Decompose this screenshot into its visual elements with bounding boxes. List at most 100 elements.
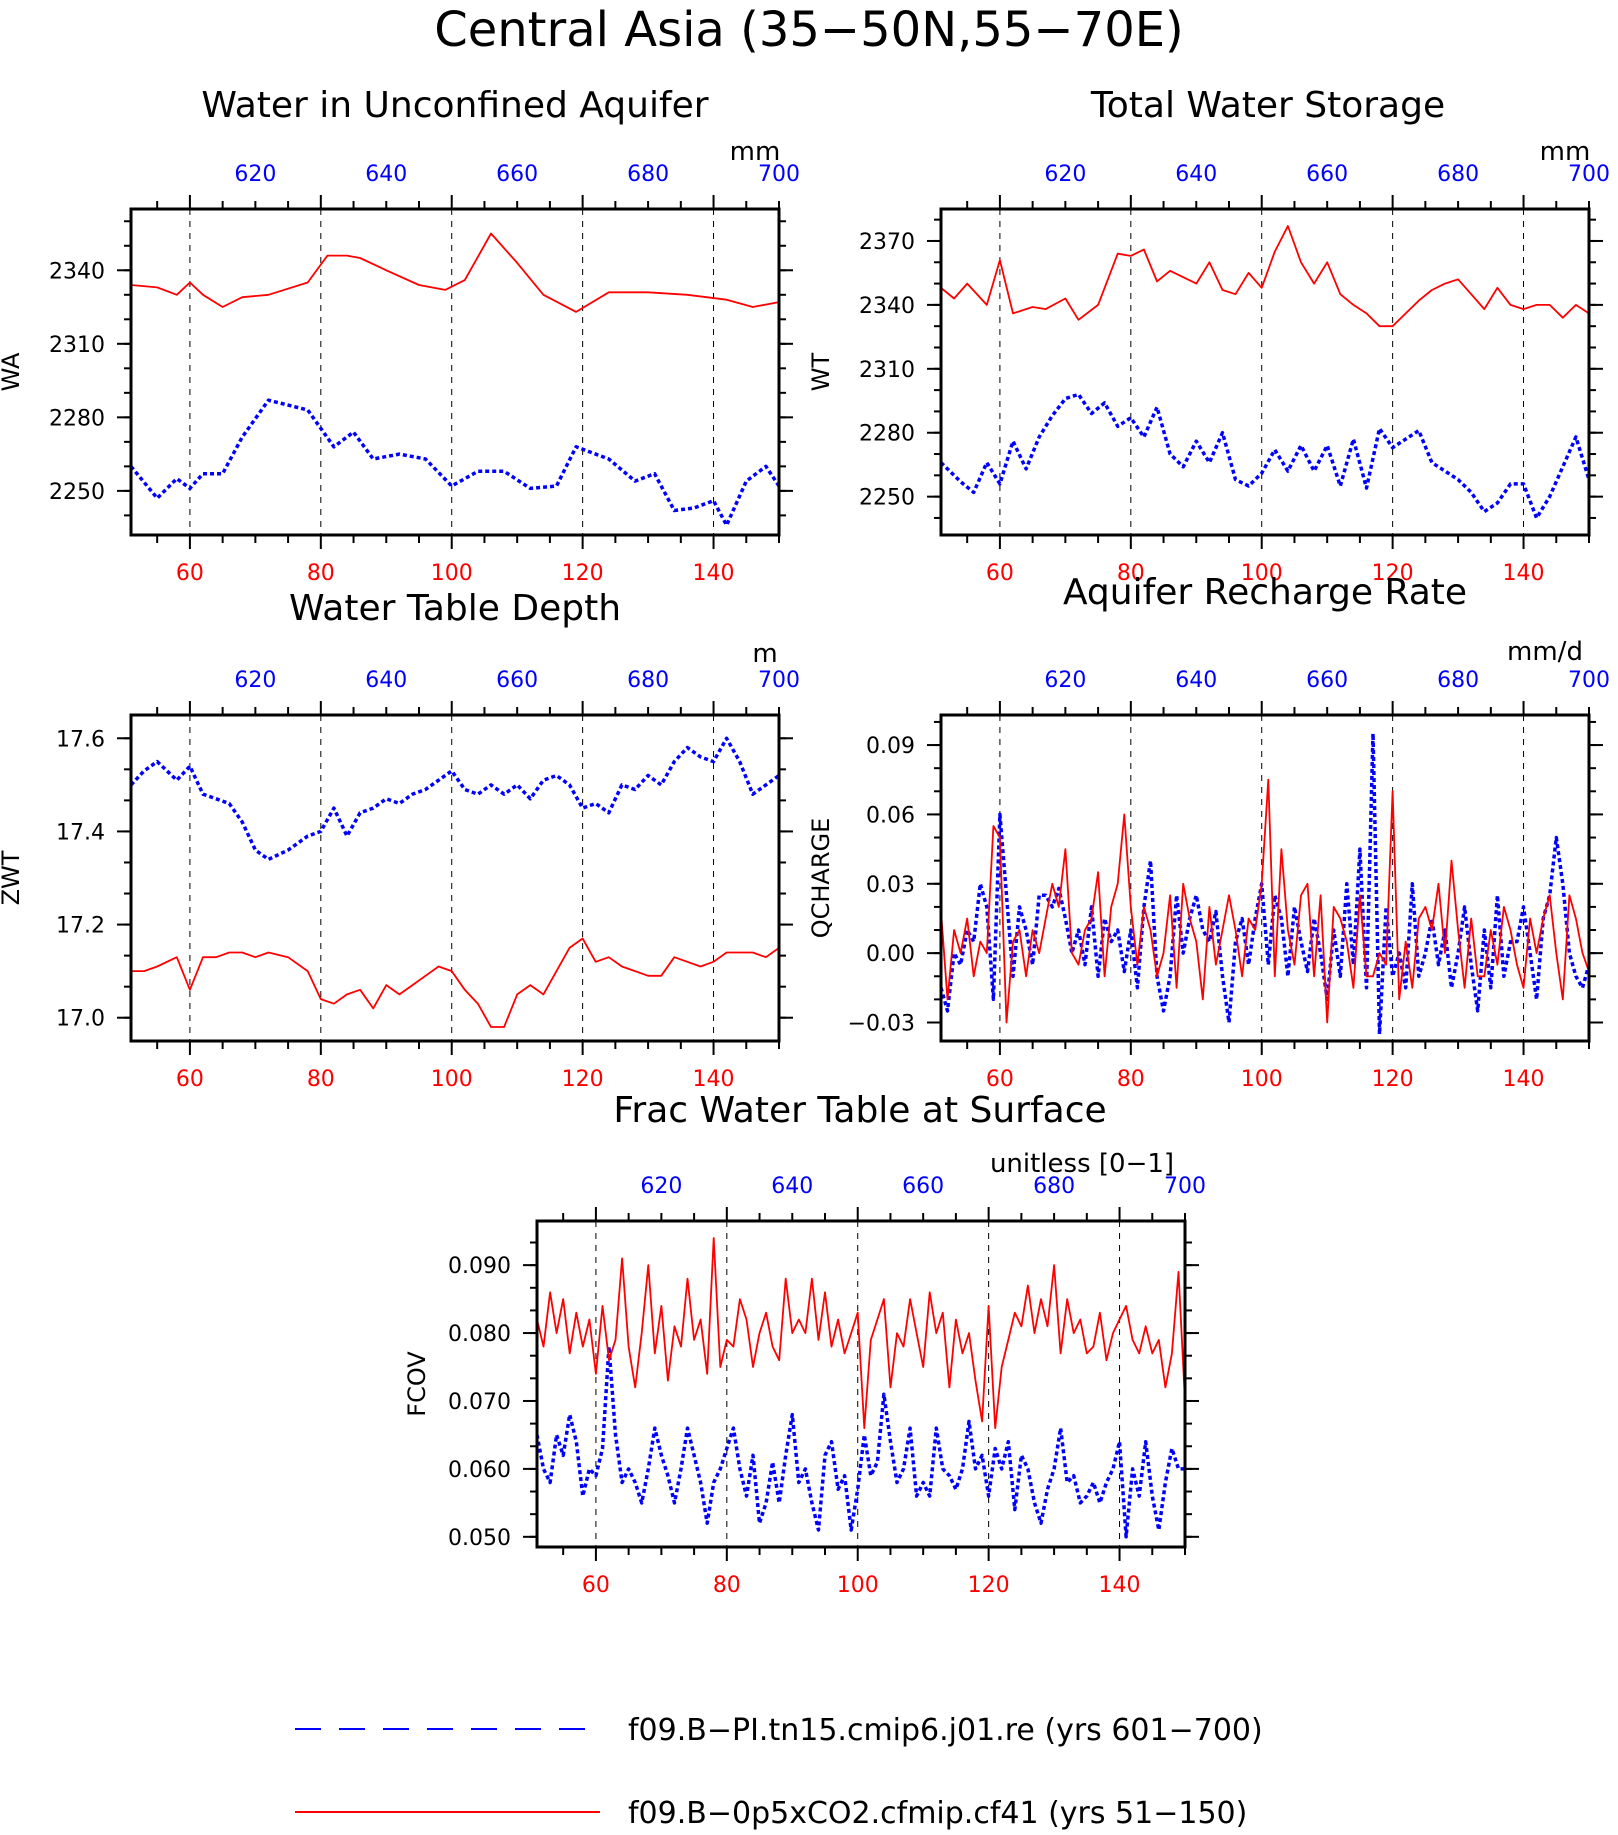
x-tick-label: 80 (713, 1573, 741, 1598)
panels: Water in Unconfined Aquifer mm WA 60 80 100 12… (0, 85, 1610, 1598)
x-top-tick-label: 620 (1044, 162, 1086, 187)
series-line-blue (537, 1344, 1185, 1539)
series-line-blue (941, 731, 1589, 1036)
panel-frac-water-table-surface: Frac Water Table at Surface unitless [0−1… (403, 1090, 1206, 1598)
y-tick-label: 0.03 (866, 873, 915, 898)
panel-title: Total Water Storage (1090, 85, 1445, 126)
y-tick-label: 2370 (859, 230, 915, 255)
plot-frame (129, 207, 781, 537)
panel-water-unconfined-aquifer: Water in Unconfined Aquifer mm WA 60 80 100 12… (0, 85, 800, 586)
panel-title: Water in Unconfined Aquifer (201, 85, 708, 126)
x-top-tick-label: 680 (627, 162, 669, 187)
y-tick-label: 2340 (49, 259, 105, 284)
panel-aquifer-recharge-rate: Aquifer Recharge Rate mm/d QCHARGE 60 80 100 1… (807, 572, 1610, 1092)
y-tick-label: 2280 (49, 406, 105, 431)
series-line-red (941, 225, 1589, 328)
series-line-red (941, 778, 1589, 1024)
x-top-tick-label: 700 (758, 162, 800, 187)
legend-label-blue: f09.B−PI.tn15.cmip6.j01.re (yrs 601−700) (628, 1713, 1263, 1748)
y-tick-label: 0.06 (866, 803, 915, 828)
plot-frame (939, 207, 1591, 537)
x-tick-label: 60 (582, 1573, 610, 1598)
x-tick-label: 140 (1099, 1573, 1141, 1598)
plot-frame (129, 713, 781, 1043)
x-tick-label: 100 (431, 1067, 473, 1092)
series-group (537, 1237, 1185, 1539)
panel-title: Water Table Depth (289, 588, 621, 629)
panel-title: Frac Water Table at Surface (613, 1090, 1106, 1131)
x-top-tick-label: 660 (1306, 162, 1348, 187)
y-tick-label: 2310 (49, 333, 105, 358)
x-tick-label: 120 (968, 1573, 1010, 1598)
x-top-tick-label: 680 (1437, 668, 1479, 693)
x-tick-label: 140 (693, 561, 735, 586)
y-tick-label: 2280 (859, 422, 915, 447)
y-tick-label: 0.070 (448, 1390, 511, 1415)
y-axis-label: FCOV (403, 1351, 431, 1417)
x-top-tick-label: 660 (496, 162, 538, 187)
y-axis-label: QCHARGE (807, 818, 835, 939)
x-top-tick-label: 680 (627, 668, 669, 693)
y-tick-label: 0.050 (448, 1526, 511, 1551)
x-tick-label: 80 (1117, 1067, 1145, 1092)
plot-frame (535, 1219, 1187, 1549)
x-tick-label: 140 (1503, 1067, 1545, 1092)
figure-title: Central Asia (35−50N,55−70E) (434, 2, 1184, 58)
x-tick-label: 140 (693, 1067, 735, 1092)
x-top-tick-label: 620 (640, 1174, 682, 1199)
y-tick-label: 2310 (859, 358, 915, 383)
x-tick-label: 120 (562, 561, 604, 586)
y-axis-label: WT (807, 352, 835, 391)
series-line-blue (941, 392, 1589, 520)
units-label: mm (1540, 137, 1591, 167)
series-group (131, 232, 779, 527)
y-tick-label: 0.060 (448, 1458, 511, 1483)
x-top-tick-label: 620 (234, 162, 276, 187)
x-tick-label: 80 (307, 1067, 335, 1092)
x-tick-label: 100 (1241, 1067, 1283, 1092)
x-tick-label: 80 (1117, 561, 1145, 586)
x-tick-label: 60 (176, 561, 204, 586)
y-tick-label: 2340 (859, 294, 915, 319)
x-tick-label: 100 (1241, 561, 1283, 586)
units-label: mm/d (1507, 637, 1583, 667)
panel-title: Aquifer Recharge Rate (1063, 572, 1467, 613)
x-top-tick-label: 640 (771, 1174, 813, 1199)
x-tick-label: 100 (431, 561, 473, 586)
x-top-tick-label: 660 (1306, 668, 1348, 693)
series-line-red (537, 1237, 1185, 1429)
y-axis-label: ZWT (0, 850, 25, 905)
x-tick-label: 100 (837, 1573, 879, 1598)
x-top-tick-label: 700 (758, 668, 800, 693)
x-top-tick-label: 700 (1568, 162, 1610, 187)
y-tick-label: 2250 (859, 486, 915, 511)
y-tick-label: 17.0 (56, 1007, 105, 1032)
x-top-tick-label: 640 (365, 162, 407, 187)
x-top-tick-label: 640 (1175, 668, 1217, 693)
series-line-blue (131, 398, 779, 527)
x-top-tick-label: 680 (1033, 1174, 1075, 1199)
y-tick-label: 17.6 (56, 727, 105, 752)
legend-label-red: f09.B−0p5xCO2.cfmip.cf41 (yrs 51−150) (628, 1796, 1247, 1831)
y-tick-label: 17.2 (56, 914, 105, 939)
x-tick-label: 60 (176, 1067, 204, 1092)
series-group (941, 225, 1589, 520)
panel-water-table-depth: Water Table Depth m ZWT 60 80 100 120 140 620 640… (0, 588, 800, 1092)
x-top-tick-label: 700 (1568, 668, 1610, 693)
x-top-tick-label: 660 (496, 668, 538, 693)
x-top-tick-label: 620 (1044, 668, 1086, 693)
y-tick-label: 0.080 (448, 1322, 511, 1347)
x-tick-label: 140 (1503, 561, 1545, 586)
y-axis-label: WA (0, 352, 25, 391)
y-tick-label: 0.09 (866, 734, 915, 759)
x-tick-label: 120 (562, 1067, 604, 1092)
units-label: mm (730, 137, 781, 167)
x-tick-label: 60 (986, 561, 1014, 586)
y-tick-label: 0.00 (866, 942, 915, 967)
units-label: m (752, 639, 777, 669)
y-tick-label: −0.03 (848, 1012, 915, 1037)
y-tick-label: 17.4 (56, 820, 105, 845)
units-label: unitless [0−1] (990, 1149, 1174, 1179)
plot-frame (939, 713, 1591, 1043)
